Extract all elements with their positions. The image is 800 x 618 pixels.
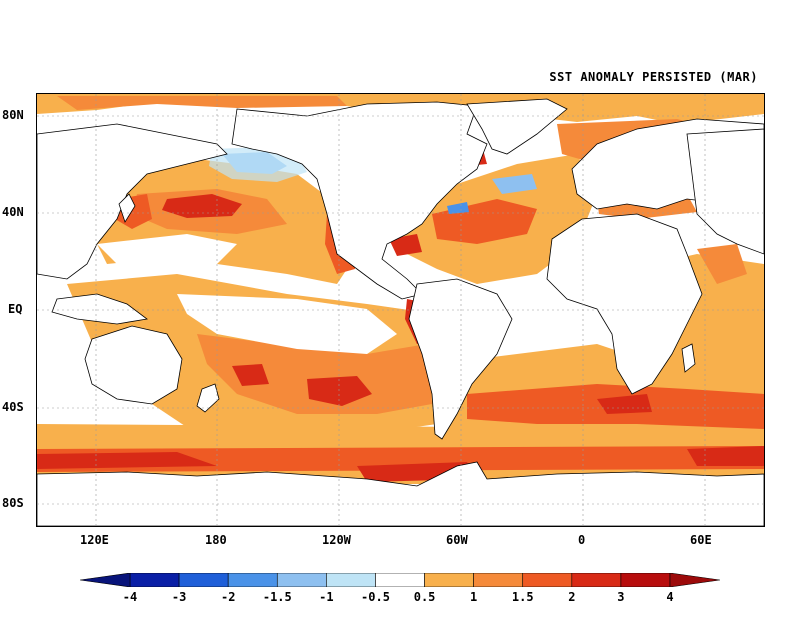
lat-label-40n: 40N [2,205,24,219]
landmass-madagascar [681,343,696,373]
anomaly-patch-gulf-mexico [389,234,422,256]
colorbar-cell [620,573,671,587]
landmass-new-zealand [196,383,220,413]
anomaly-patch-southern-ocean-mid [37,446,764,472]
landmass-australia [84,325,183,405]
anomaly-patch-neutral-1 [177,294,397,354]
anomaly-patch-arabian [697,244,747,284]
lon-label-0: 0 [578,533,586,547]
colorbar-cell [424,573,474,587]
landmass-asia-west [37,123,228,280]
anomaly-patch-neutral-2 [497,289,597,344]
colorbar-tick-label: 0.5 [413,590,436,604]
lat-lon-grid [37,94,764,526]
colorbar-cell [522,573,573,587]
landmass-asia-east [686,128,764,255]
colorbar-tick-label: -4 [122,590,138,604]
colorbar-tick-label: 2 [568,590,576,604]
colorbar-cell [326,573,376,587]
colorbar-under-arrow [80,573,131,587]
map-canvas [37,94,764,526]
colorbar-tick-label: -2 [220,590,236,604]
colorbar-tick-label: 4 [666,590,674,604]
lat-label-80n: 80N [2,108,24,122]
map-title: SST ANOMALY PERSISTED (MAR) [549,70,758,84]
land-layer [37,98,764,526]
anomaly-patch-north-pacific-hot [162,194,242,218]
lat-label-80s: 80S [2,496,24,510]
anomaly-patch-s-pacific-blob [232,364,269,386]
landmass-africa [546,213,703,395]
landmass-indonesia [51,293,148,325]
anomaly-patch-agulhas-hot [597,394,652,414]
colorbar-tick-label: -0.5 [361,590,390,604]
landmass-antarctica [37,461,764,526]
landmass-japan [118,193,136,223]
lat-label-eq: EQ [8,302,23,316]
landmass-greenland [466,98,568,155]
lon-label-120e: 120E [80,533,109,547]
colorbar-cell [276,573,327,587]
anomaly-patch-na-cool [492,174,537,194]
colorbar-tick-label: 1.5 [511,590,534,604]
colorbar-tick-label: -1.5 [262,590,292,604]
colorbar-cell [571,573,622,587]
colorbar-cell [178,573,229,587]
colorbar-cell [129,573,180,587]
lat-label-40s: 40S [2,400,24,414]
sst-anomaly-map [36,93,765,527]
colorbar-over-arrow [669,573,720,587]
lon-label-120w: 120W [322,533,351,547]
anomaly-patch-southern-ocean-hot [37,446,764,482]
colorbar-tick-label: 1 [470,590,478,604]
anomaly-fill-layer [37,94,764,484]
landmass-south-america [408,278,513,440]
colorbar-tick-label: 3 [617,590,625,604]
colorbar [80,573,720,587]
colorbar-cell [375,573,425,587]
lon-label-60e: 60E [690,533,712,547]
anomaly-patch-neutral-3 [97,234,237,264]
colorbar-tick-label: -3 [171,590,187,604]
anomaly-patch-s-pacific-mid [197,334,432,414]
anomaly-patch-s-pacific-hot [307,376,372,406]
lon-label-60w: 60W [446,533,468,547]
colorbar-cell [473,573,524,587]
lon-label-180: 180 [205,533,227,547]
colorbar-cell [227,573,278,587]
colorbar-tick-label: -1 [319,590,334,604]
anomaly-patch-arctic-mid [57,96,347,110]
colorbar-cells [129,573,671,587]
anomaly-patch-na-cool-2 [447,202,469,214]
